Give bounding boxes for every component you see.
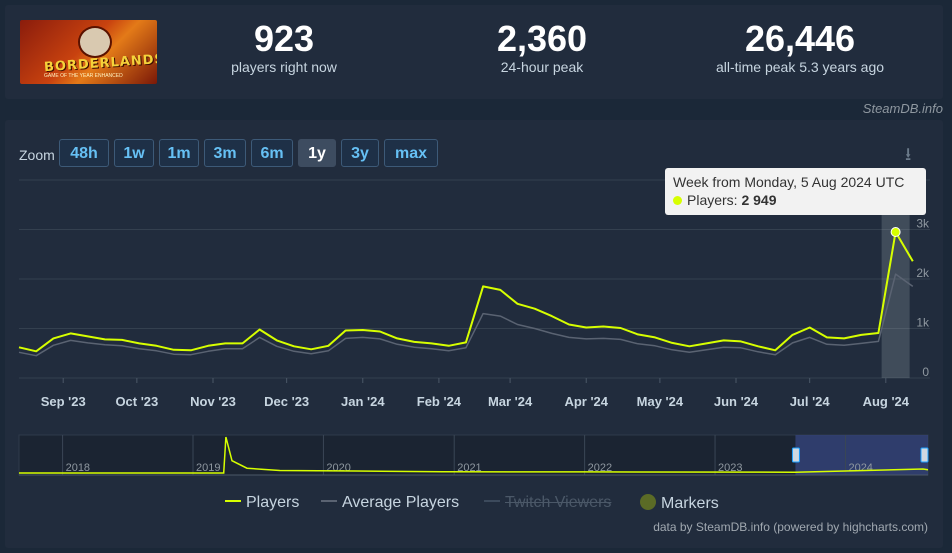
x-tick-label: Jun '24	[714, 394, 759, 409]
y-tick-label: 2k	[916, 266, 930, 280]
marker-symbol-icon	[640, 494, 656, 510]
stat-label: players right now	[231, 59, 337, 75]
stat-current-players: 923 players right now	[224, 18, 344, 76]
navigator-bg	[18, 434, 929, 476]
stat-label: all-time peak 5.3 years ago	[715, 59, 885, 75]
y-tick-label: 3k	[916, 217, 930, 231]
zoom-button-48h[interactable]: 48h	[59, 139, 109, 167]
series-line-players	[18, 231, 914, 353]
zoom-button-1w[interactable]: 1w	[114, 139, 154, 167]
zoom-button-6m[interactable]: 6m	[251, 139, 293, 167]
x-tick-label: Dec '23	[264, 394, 309, 409]
navigator-series	[19, 436, 929, 474]
legend-item-markers[interactable]: Markers	[640, 494, 719, 513]
highlight-point	[890, 227, 901, 238]
legend-label: Twitch Viewers	[505, 494, 612, 511]
tooltip-series: Players:	[687, 192, 738, 208]
x-tick-label: Aug '24	[863, 394, 910, 409]
legend-label: Players	[246, 494, 300, 511]
legend-line-icon	[225, 500, 241, 502]
legend-line-icon	[321, 500, 337, 502]
navigator-tick-label: 2023	[718, 462, 742, 474]
highcharts-credit[interactable]: data by SteamDB.info (powered by highcha…	[653, 520, 928, 534]
zoom-button-3m[interactable]: 3m	[204, 139, 246, 167]
x-tick-label: Oct '23	[115, 394, 158, 409]
x-tick-label: Nov '23	[190, 394, 236, 409]
players-dot-icon	[673, 196, 682, 205]
psycho-mask-icon	[78, 26, 112, 58]
y-tick-label: 1k	[916, 316, 930, 330]
stat-value: 923	[253, 18, 315, 59]
navigator-tick-label: 2021	[457, 462, 481, 474]
game-logo-sub: GAME OF THE YEAR ENHANCED	[44, 73, 123, 79]
tooltip-title: Week from Monday, 5 Aug 2024 UTC	[673, 174, 905, 190]
x-tick-label: Mar '24	[488, 394, 533, 409]
stat-alltime-peak: 26,446 all-time peak 5.3 years ago	[695, 18, 905, 76]
legend-item-average-players[interactable]: Average Players	[321, 494, 459, 512]
navigator-tick-label: 2019	[196, 462, 220, 474]
navigator-handle-right[interactable]	[920, 447, 929, 463]
chart-tooltip: Week from Monday, 5 Aug 2024 UTC Players…	[665, 168, 926, 215]
stat-value: 2,360	[496, 18, 588, 59]
navigator-tick-label: 2022	[588, 462, 612, 474]
navigator-tick-label: 2020	[326, 462, 350, 474]
legend-label: Average Players	[342, 494, 460, 511]
legend-label: Markers	[661, 495, 719, 512]
zoom-button-3y[interactable]: 3y	[341, 139, 379, 167]
x-tick-label: Jul '24	[790, 394, 831, 409]
tooltip-value: 2 949	[741, 192, 777, 208]
legend-item-players[interactable]: Players	[225, 494, 299, 512]
download-icon[interactable]: ⭳	[905, 144, 912, 164]
x-tick-label: Feb '24	[417, 394, 462, 409]
stats-bar: BORDERLANDS GAME OF THE YEAR ENHANCED 92…	[5, 5, 943, 99]
x-tick-label: May '24	[637, 394, 684, 409]
legend-item-twitch-viewers[interactable]: Twitch Viewers	[484, 494, 611, 512]
zoom-button-max[interactable]: max	[384, 139, 438, 167]
stat-label: 24-hour peak	[500, 59, 584, 75]
x-tick-label: Sep '23	[41, 394, 86, 409]
navigator-tick-label: 2018	[66, 462, 90, 474]
game-cover[interactable]: BORDERLANDS GAME OF THE YEAR ENHANCED	[20, 20, 157, 84]
navigator-selection	[795, 435, 928, 475]
zoom-button-1y[interactable]: 1y	[298, 139, 336, 167]
x-tick-label: Jan '24	[341, 394, 385, 409]
zoom-label: Zoom	[19, 147, 55, 163]
steamdb-credit[interactable]: SteamDB.info	[862, 101, 943, 116]
y-tick-label: 0	[922, 365, 929, 379]
tooltip-row: Players: 2 949	[673, 192, 918, 208]
stat-24h-peak: 2,360 24-hour peak	[477, 18, 607, 76]
stat-value: 26,446	[744, 18, 856, 59]
navigator-tick-label: 2024	[848, 462, 872, 474]
navigator-handle-left[interactable]	[791, 447, 800, 463]
x-tick-label: Apr '24	[564, 394, 608, 409]
series-line-average-players	[18, 273, 914, 357]
zoom-button-1m[interactable]: 1m	[159, 139, 199, 167]
legend-line-icon	[484, 500, 500, 502]
